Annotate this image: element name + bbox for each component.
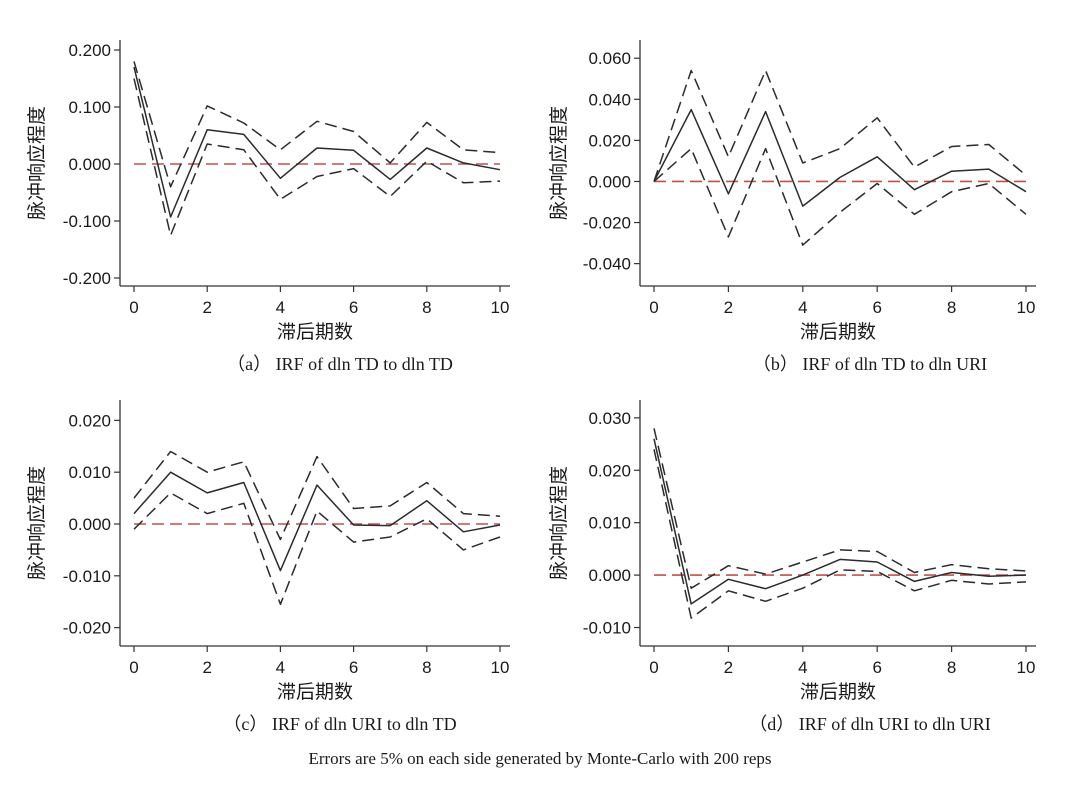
series-line-upper <box>133 61 501 188</box>
panel-caption: （d） IRF of dln URI to dln URI <box>749 714 991 734</box>
x-axis-label: 滞后期数 <box>277 681 353 703</box>
x-tick-label: 8 <box>947 658 956 677</box>
y-axis-label: 脉冲响应程度 <box>548 466 570 580</box>
y-tick-label: -0.020 <box>63 619 111 638</box>
x-tick-label: 0 <box>649 658 658 677</box>
y-tick-label: 0.020 <box>588 461 631 480</box>
x-tick-label: 6 <box>872 658 881 677</box>
x-tick-label: 4 <box>798 298 807 317</box>
y-tick-label: 0.030 <box>588 409 631 428</box>
x-axis-label: 滞后期数 <box>800 321 876 343</box>
x-tick-label: 8 <box>422 298 431 317</box>
y-tick-label: -0.100 <box>63 212 111 231</box>
y-tick-label: 0.000 <box>588 172 631 191</box>
y-tick-label: 0.200 <box>68 41 111 60</box>
x-axis-label: 滞后期数 <box>800 681 876 703</box>
x-tick-label: 10 <box>1017 298 1036 317</box>
figure-footnote: Errors are 5% on each side generated by … <box>308 749 771 768</box>
x-axis-label: 滞后期数 <box>277 321 353 343</box>
x-tick-label: 4 <box>276 658 285 677</box>
y-tick-label: 0.020 <box>68 411 111 430</box>
y-axis-label: 脉冲响应程度 <box>26 106 48 220</box>
chart-panel-a: -0.200 -0.100 0.000 0.100 0.200 0 2 4 6 8 10 滞后期数 脉冲… <box>26 40 510 374</box>
y-axis-label: 脉冲响应程度 <box>548 106 570 220</box>
y-tick-label: -0.010 <box>63 567 111 586</box>
series-line-upper <box>653 428 1027 589</box>
x-tick-label: 4 <box>276 298 285 317</box>
series-line-lower <box>133 492 501 606</box>
y-tick-label: -0.200 <box>63 269 111 288</box>
x-tick-label: 2 <box>724 658 733 677</box>
y-tick-label: 0.040 <box>588 90 631 109</box>
x-tick-label: 2 <box>202 298 211 317</box>
x-tick-label: 2 <box>202 658 211 677</box>
x-tick-label: 0 <box>649 298 658 317</box>
y-axis-label: 脉冲响应程度 <box>26 466 48 580</box>
series-line-upper <box>133 450 501 541</box>
y-tick-label: 0.100 <box>68 98 111 117</box>
chart-panel-c: -0.020 -0.010 0.000 0.010 0.020 0 2 4 6 8 10 滞后期数 脉冲… <box>26 400 510 734</box>
y-tick-label: 0.000 <box>588 566 631 585</box>
x-tick-label: 2 <box>724 298 733 317</box>
chart-panel-b: -0.040 -0.020 0.000 0.020 0.040 0.060 0 2 4 6 8 10 滞… <box>548 40 1036 374</box>
series-line-irf <box>653 108 1027 207</box>
series-line-upper <box>653 69 1027 182</box>
y-tick-label: 0.020 <box>588 131 631 150</box>
x-tick-label: 10 <box>1017 658 1036 677</box>
series-line-lower <box>653 147 1027 246</box>
y-tick-label: -0.020 <box>583 214 631 233</box>
x-tick-label: 6 <box>349 658 358 677</box>
series-line-lower <box>653 449 1027 619</box>
y-tick-label: 0.010 <box>68 463 111 482</box>
series-line-irf <box>133 471 501 572</box>
x-tick-label: 8 <box>422 658 431 677</box>
x-tick-label: 8 <box>947 298 956 317</box>
x-tick-label: 0 <box>129 658 138 677</box>
y-tick-label: 0.000 <box>68 515 111 534</box>
panel-caption: （a） IRF of dln TD to dln TD <box>227 354 453 374</box>
panel-caption: （c） IRF of dln URI to dln TD <box>223 714 456 734</box>
x-tick-label: 10 <box>491 298 510 317</box>
y-tick-label: 0.000 <box>68 155 111 174</box>
y-tick-label: 0.010 <box>588 514 631 533</box>
series-line-lower <box>133 78 501 237</box>
panel-caption: （b） IRF of dln TD to dln URI <box>753 354 987 374</box>
x-tick-label: 0 <box>129 298 138 317</box>
series-line-irf <box>653 438 1027 605</box>
y-tick-label: -0.010 <box>583 619 631 638</box>
x-tick-label: 6 <box>349 298 358 317</box>
y-tick-label: 0.060 <box>588 49 631 68</box>
y-tick-label: -0.040 <box>583 255 631 274</box>
series-line-irf <box>133 66 501 218</box>
x-tick-label: 10 <box>491 658 510 677</box>
chart-panel-d: -0.010 0.000 0.010 0.020 0.030 0 2 4 6 8 10 滞后期数 脉冲响… <box>548 400 1036 734</box>
x-tick-label: 6 <box>872 298 881 317</box>
x-tick-label: 4 <box>798 658 807 677</box>
